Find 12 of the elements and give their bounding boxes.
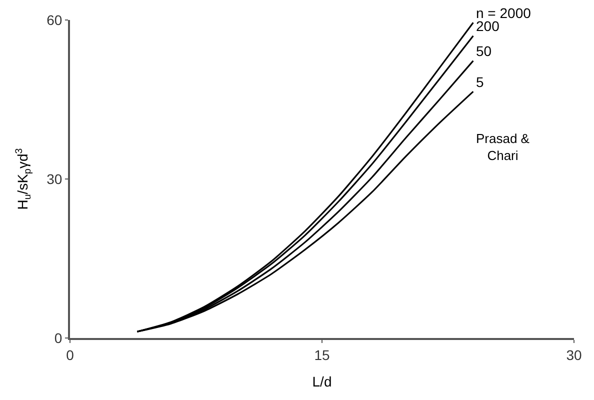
x-axis-title: L/d (312, 374, 332, 390)
annotation: Prasad & Chari (476, 131, 530, 163)
y-tick-label: 60 (46, 12, 62, 28)
y-tick-label: 0 (54, 330, 62, 346)
series-label: 200 (476, 18, 500, 34)
y-tick-label: 30 (46, 170, 62, 187)
x-tick-label: 15 (314, 346, 330, 363)
x-tick-label: 30 (566, 346, 582, 363)
series-label: n = 2000 (476, 5, 532, 21)
series-label: 5 (476, 74, 484, 90)
x-tick-label: 0 (66, 346, 74, 363)
series-label: 50 (476, 43, 492, 59)
